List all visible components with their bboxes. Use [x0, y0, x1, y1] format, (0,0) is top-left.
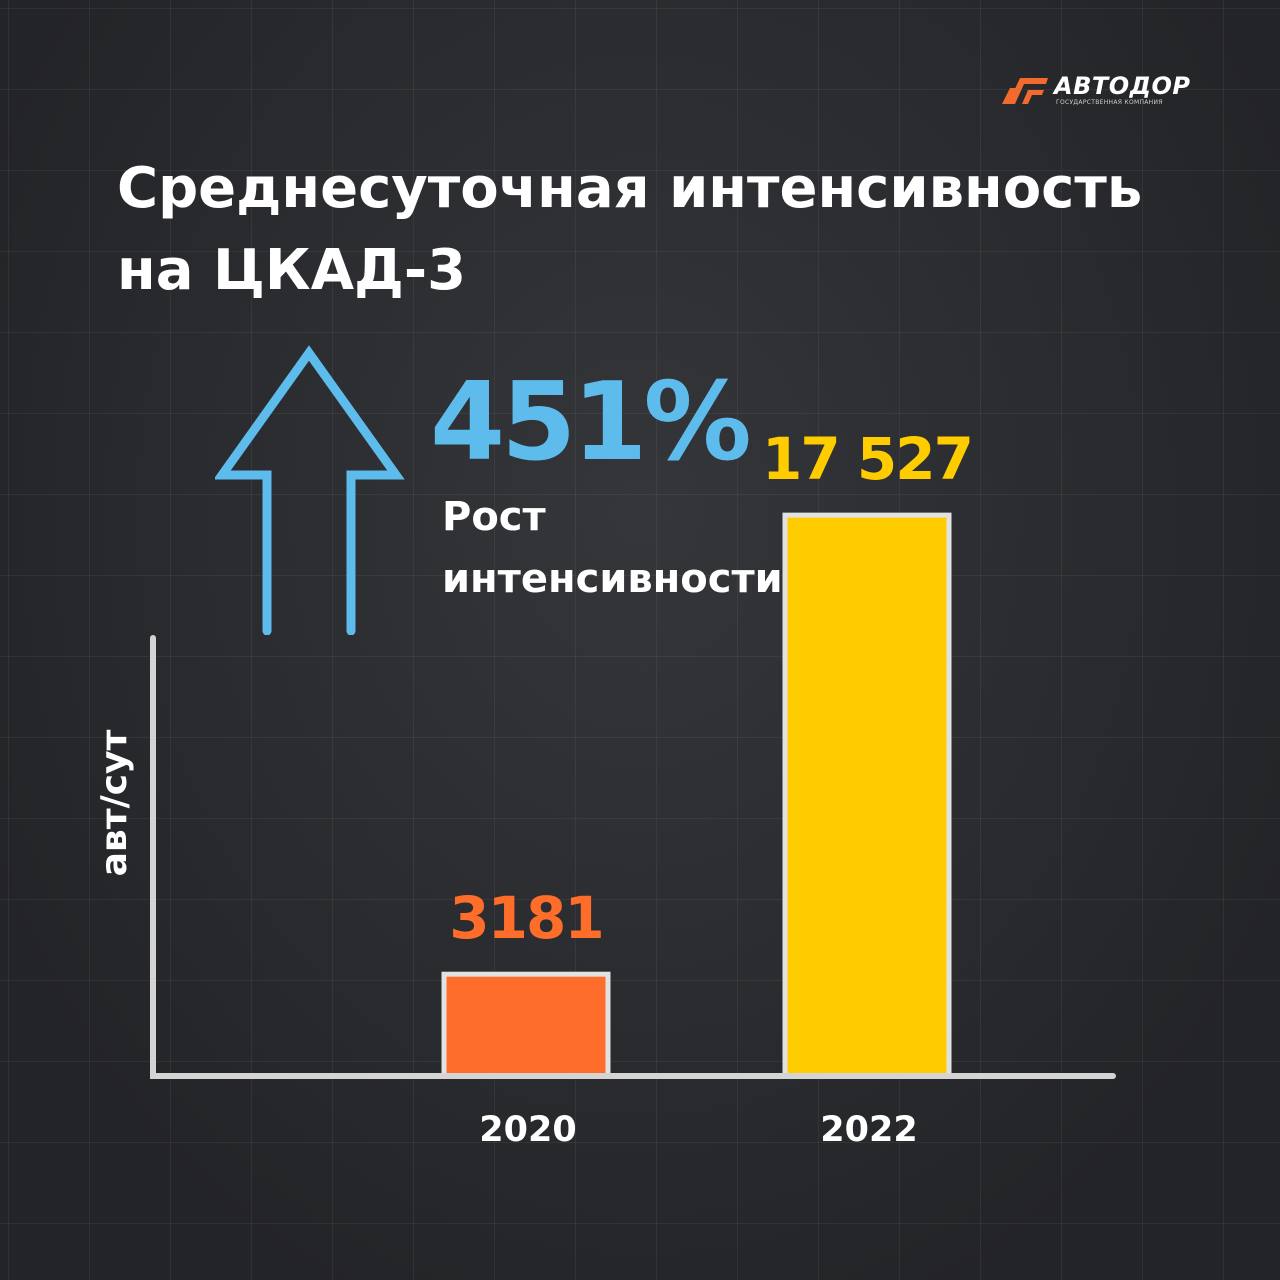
y-axis-label: авт/сут — [94, 729, 135, 876]
road-logo-icon — [1002, 78, 1048, 104]
logo-subtitle: ГОСУДАРСТВЕННАЯ КОМПАНИЯ — [1056, 99, 1163, 106]
chart-axes — [150, 635, 1116, 1079]
logo-name: АВТОДОР — [1054, 72, 1191, 100]
up-arrow-icon — [213, 345, 405, 636]
growth-label-line-2: интенсивности — [442, 556, 783, 602]
x-tick-label-2022: 2022 — [820, 1110, 917, 1150]
page-title: Среднесуточная интенсивность на ЦКАД-3 — [117, 148, 1217, 312]
title-line-1: Среднесуточная интенсивность — [117, 156, 1143, 221]
growth-value: 451% — [430, 360, 752, 485]
title-line-2: на ЦКАД-3 — [117, 238, 467, 303]
x-tick-label-2020: 2020 — [479, 1110, 576, 1150]
growth-arrow — [213, 345, 405, 639]
growth-label: Рост интенсивности — [442, 486, 783, 610]
bar-2022 — [782, 512, 952, 1079]
bar-value-label-2020: 3181 — [449, 884, 602, 952]
avtodor-logo: АВТОДОР ГОСУДАРСТВЕННАЯ КОМПАНИЯ — [1002, 72, 1202, 112]
bar-2020 — [441, 971, 611, 1079]
bar-value-label-2022: 17 527 — [762, 425, 972, 493]
growth-label-line-1: Рост — [442, 494, 546, 540]
